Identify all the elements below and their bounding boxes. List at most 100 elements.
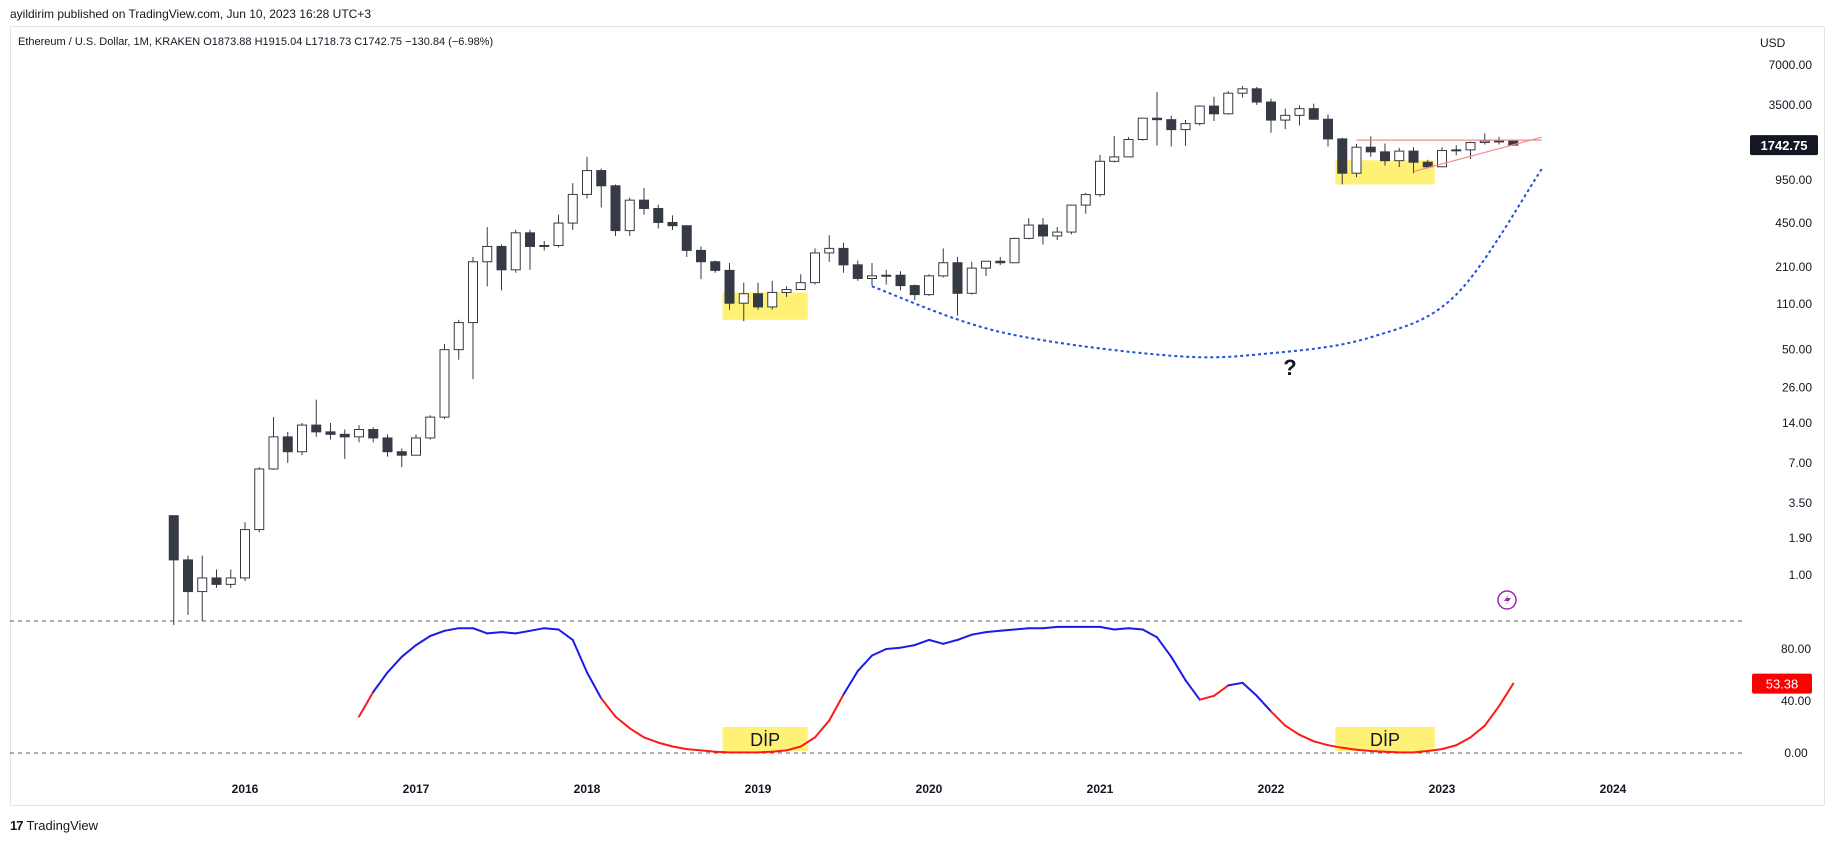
candle: [197, 555, 208, 621]
candle: [724, 263, 735, 310]
oscillator-value-label: 53.38: [1766, 677, 1799, 692]
candle: [225, 569, 236, 588]
candle: [1408, 147, 1419, 174]
candle: [411, 434, 421, 456]
oscillator-segment: [1042, 625, 1059, 630]
candle-body: [254, 468, 265, 531]
oscillator-segment: [1455, 736, 1472, 747]
candle-body: [795, 282, 806, 291]
oscillator-segment: [1284, 724, 1301, 736]
candle-body: [211, 577, 222, 585]
price-axis[interactable]: 7000.00 3500.00 950.00 450.00 210.00 110.00 50…: [1769, 58, 1813, 582]
oscillator-segment: [985, 629, 1002, 634]
triangle-lower-line: [1413, 136, 1542, 173]
candle: [924, 274, 934, 296]
candle: [909, 284, 920, 301]
oscillator-segment: [543, 627, 560, 631]
oscillator-series: [358, 625, 1515, 754]
candle-body: [396, 451, 407, 456]
candle-body: [610, 185, 621, 232]
candle: [895, 271, 906, 291]
oscillator-segment: [899, 644, 916, 649]
candle: [354, 425, 364, 443]
oscillator-segment: [1384, 750, 1401, 754]
oscillator-axis[interactable]: 80.00 40.00 0.00: [1781, 642, 1811, 760]
candle: [582, 156, 592, 199]
candle-body: [924, 275, 934, 296]
candle-body: [354, 429, 364, 438]
oscillator-segment: [785, 745, 802, 752]
candle-body: [453, 322, 464, 351]
oscillator-segment: [1227, 681, 1244, 687]
candle: [596, 168, 607, 208]
candle-body: [938, 262, 949, 277]
time-axis[interactable]: 2016 2017 2018 2019 2020 2021 2022 2023 2024: [232, 782, 1627, 796]
oscillator-tick-label: 0.00: [1784, 746, 1808, 760]
oscillator-segment: [1483, 705, 1500, 727]
oscillator-segment: [486, 631, 503, 635]
candle: [1009, 237, 1020, 264]
price-tick-label: 26.00: [1782, 380, 1812, 394]
candle-body: [411, 437, 421, 456]
candle-body: [1437, 150, 1447, 168]
candle: [1180, 119, 1191, 146]
time-tick-label: 2024: [1600, 782, 1627, 796]
candle-body: [311, 424, 322, 433]
candle: [1052, 227, 1063, 241]
drawings: [871, 136, 1543, 359]
oscillator-segment: [571, 638, 588, 674]
candle-body: [696, 249, 706, 263]
tradingview-logo-icon: 17: [10, 818, 24, 833]
candle-body: [1152, 117, 1162, 121]
oscillator-segment: [757, 750, 774, 754]
candle-body: [1194, 105, 1205, 125]
dip-label: DİP: [750, 730, 780, 750]
oscillator-segment: [685, 748, 702, 752]
candle-body: [1494, 140, 1504, 143]
candle: [1280, 108, 1291, 130]
price-tick-label: 50.00: [1782, 343, 1812, 357]
candle: [1023, 218, 1034, 240]
candle-body: [1123, 139, 1134, 158]
candle: [339, 429, 350, 459]
candle-body: [981, 260, 991, 269]
candle: [1152, 92, 1162, 146]
oscillator-segment: [657, 741, 674, 748]
candle: [1166, 115, 1177, 147]
candle-body: [268, 436, 279, 470]
candle-body: [183, 559, 193, 593]
candle: [325, 422, 336, 440]
candle: [710, 260, 721, 273]
candle: [1394, 147, 1405, 168]
oscillator-segment: [586, 671, 603, 700]
symbol-info-legend[interactable]: Ethereum / U.S. Dollar, 1M, KRAKEN O1873…: [18, 36, 494, 48]
candle-body: [1479, 140, 1490, 144]
candle-body: [197, 577, 208, 593]
candle: [240, 522, 250, 582]
price-tick-label: 450.00: [1775, 216, 1812, 230]
candle: [1237, 85, 1248, 98]
candle-body: [881, 274, 892, 277]
candle-body: [838, 247, 849, 266]
oscillator-segment: [1141, 628, 1158, 639]
candle: [453, 319, 464, 360]
candle: [539, 240, 550, 251]
candle-body: [1266, 101, 1276, 121]
candle: [1038, 218, 1048, 245]
lightning-circle-icon[interactable]: [1497, 590, 1517, 610]
candle: [168, 515, 179, 625]
oscillator-segment: [643, 736, 660, 744]
candle-body: [895, 274, 906, 287]
oscillator-segment: [1241, 681, 1258, 697]
candle-body: [1308, 108, 1319, 120]
tradingview-logo[interactable]: 17 TradingView: [10, 818, 98, 833]
oscillator-segment: [1498, 682, 1515, 708]
candle: [425, 415, 436, 440]
oscillator-segment: [1412, 750, 1429, 754]
candle-body: [1422, 161, 1433, 168]
time-tick-label: 2020: [916, 782, 943, 796]
candle-body: [339, 433, 350, 438]
oscillator-segment: [1156, 636, 1173, 658]
chart-frame: [10, 26, 1825, 806]
